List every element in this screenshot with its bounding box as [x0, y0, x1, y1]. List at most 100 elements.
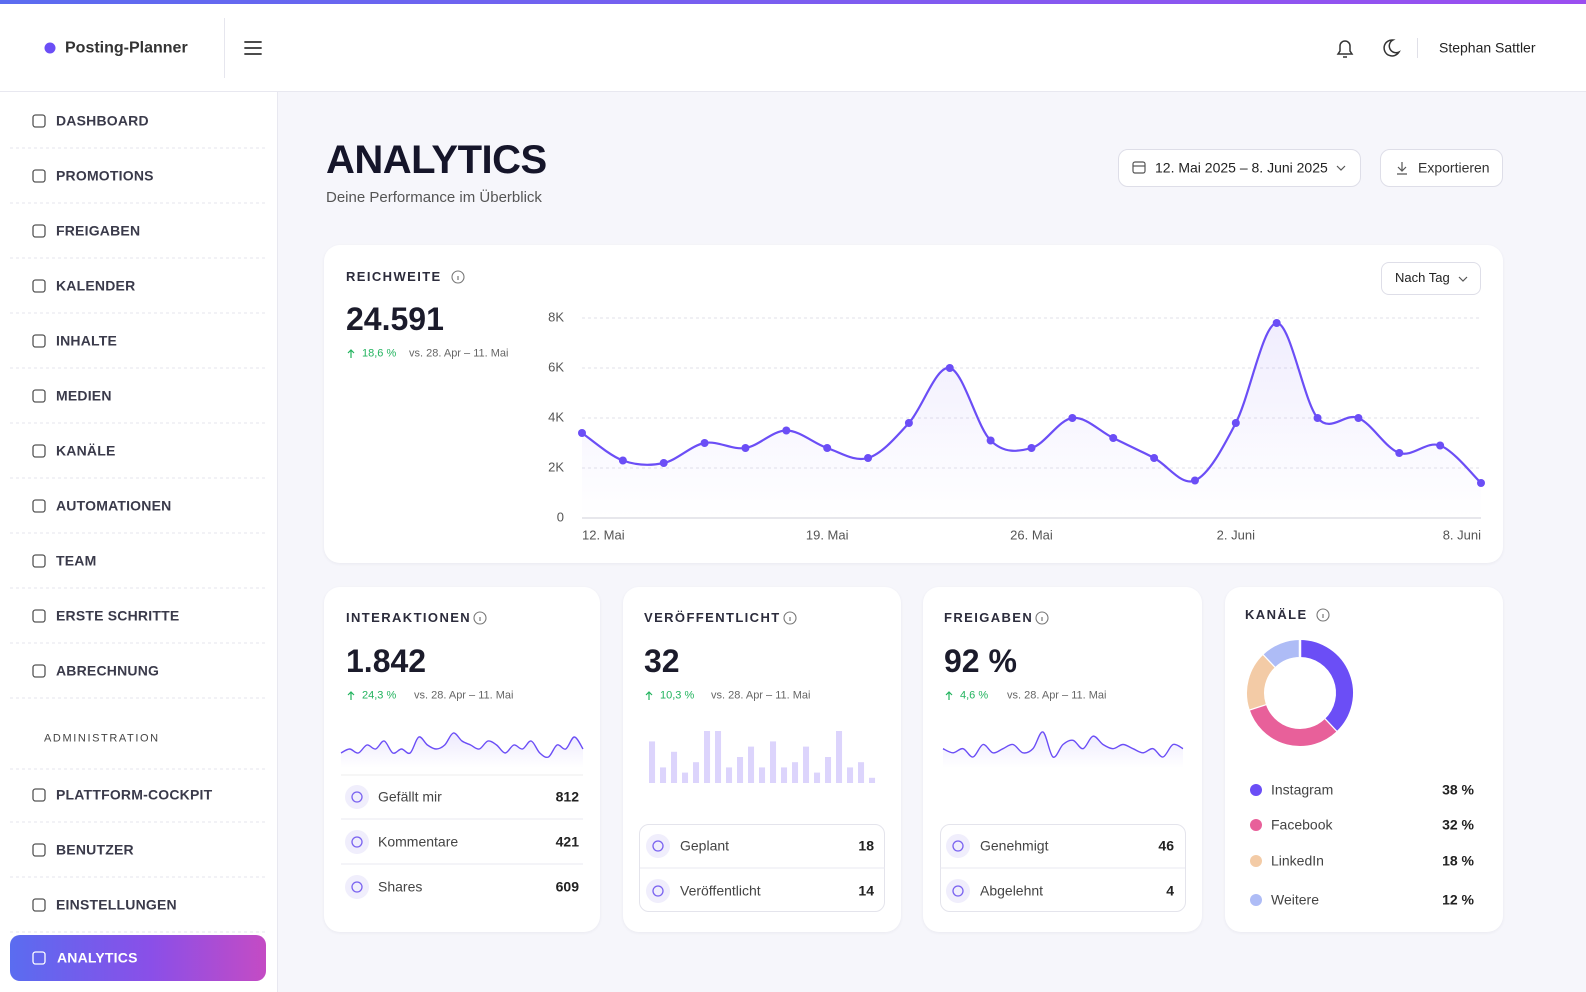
- icon: [32, 554, 46, 568]
- data-point: [618, 456, 627, 465]
- row-label: Gefällt mir: [378, 788, 442, 805]
- data-point: [864, 454, 873, 462]
- legend-label: Weitere: [1271, 891, 1319, 908]
- nav-item[interactable]: KALENDER: [56, 277, 136, 294]
- bar: [715, 731, 722, 783]
- bar: [781, 767, 788, 783]
- top-strip: [0, 0, 1586, 4]
- row-icon: [351, 881, 363, 893]
- kpi-value: 92 %: [944, 642, 1017, 679]
- legend-label: Instagram: [1271, 781, 1334, 798]
- card-title: INTERAKTIONEN: [346, 610, 472, 626]
- export-button[interactable]: [1380, 149, 1503, 187]
- nav-item[interactable]: TEAM: [56, 552, 97, 569]
- row-icon-bg: [345, 785, 369, 809]
- brand-dot: [44, 42, 56, 54]
- row-icon-bg: [646, 879, 670, 903]
- donut-segment: [1249, 703, 1337, 746]
- icon: [32, 843, 46, 857]
- nav-section: ADMINISTRATION: [44, 732, 160, 745]
- nav-item[interactable]: FREIGABEN: [56, 222, 141, 239]
- divider: [224, 18, 225, 78]
- icon: [32, 279, 46, 293]
- nav-item[interactable]: KANÄLE: [56, 442, 116, 459]
- icon: [32, 114, 46, 128]
- kpi-value: 24.591: [346, 300, 444, 337]
- nav-item[interactable]: ERSTE SCHRITTE: [56, 607, 180, 624]
- nav-item[interactable]: DASHBOARD: [56, 112, 149, 129]
- bar: [748, 746, 755, 783]
- card-title: KANÄLE: [1245, 607, 1308, 623]
- bar: [660, 767, 667, 783]
- icon: [32, 788, 46, 802]
- bar: [737, 757, 744, 783]
- data-point: [823, 444, 832, 452]
- bar: [759, 767, 766, 783]
- bar: [770, 741, 777, 783]
- moon-icon[interactable]: [1383, 39, 1401, 57]
- data-point: [945, 364, 954, 372]
- granularity-select[interactable]: [1381, 262, 1481, 295]
- row-label: Genehmigt: [980, 837, 1049, 854]
- area: [582, 322, 1481, 518]
- bell-icon[interactable]: [1336, 40, 1354, 58]
- bar: [825, 757, 832, 783]
- area: [341, 732, 583, 768]
- x-tick-label: 2. Juni: [1217, 527, 1255, 542]
- row-label: Kommentare: [378, 833, 459, 850]
- legend-label: Facebook: [1271, 816, 1333, 833]
- nav-item[interactable]: AUTOMATIONEN: [56, 497, 172, 514]
- legend-dot: [1250, 819, 1262, 831]
- nav-item[interactable]: PROMOTIONS: [56, 167, 154, 184]
- nav-item[interactable]: EINSTELLUNGEN: [56, 896, 177, 913]
- date-picker[interactable]: [1118, 149, 1361, 187]
- button-icons: [1132, 161, 1468, 282]
- icon: [32, 898, 46, 912]
- data-point: [1477, 479, 1485, 487]
- bar: [649, 741, 656, 783]
- legend-value: 12 %: [1442, 891, 1474, 908]
- legend-dot: [1250, 784, 1262, 796]
- user-name[interactable]: Stephan Sattler: [1439, 39, 1536, 56]
- y-tick-label: 4K: [548, 409, 564, 424]
- nav-item[interactable]: ABRECHNUNG: [56, 662, 160, 679]
- date-range[interactable]: 12. Mai 2025 – 8. Juni 2025: [1155, 159, 1328, 176]
- kpi-compare: vs. 28. Apr – 11. Mai: [1007, 689, 1107, 702]
- bar: [671, 751, 678, 783]
- nav-item[interactable]: MEDIEN: [56, 387, 112, 404]
- nav-item[interactable]: BENUTZER: [56, 841, 134, 858]
- y-tick-label: 6K: [548, 359, 564, 374]
- export-label[interactable]: Exportieren: [1418, 159, 1490, 176]
- icon: [32, 664, 46, 678]
- data-point: [700, 439, 709, 447]
- info-icon: [783, 611, 797, 625]
- kpi-value: 32: [644, 642, 680, 679]
- row-value: 812: [555, 788, 579, 805]
- channel-card: [1225, 587, 1503, 932]
- x-tick-label: 19. Mai: [806, 527, 849, 542]
- divider: [1417, 38, 1418, 58]
- data-point: [1068, 414, 1077, 422]
- line: [340, 732, 584, 759]
- icon: [32, 169, 46, 183]
- info-icon: [1316, 608, 1330, 622]
- row-icon: [351, 836, 363, 848]
- bar: [814, 772, 821, 783]
- legend-value: 18 %: [1442, 852, 1474, 869]
- data-point: [1354, 414, 1363, 422]
- nav-item-active[interactable]: ANALYTICS: [57, 949, 138, 966]
- header: [0, 4, 1586, 92]
- info-icon: [451, 270, 465, 284]
- granularity[interactable]: Nach Tag: [1395, 270, 1450, 286]
- x-tick-label: 12. Mai: [582, 527, 625, 542]
- nav-item[interactable]: PLATTFORM-COCKPIT: [56, 786, 213, 803]
- line: [942, 731, 1184, 758]
- data-point: [659, 459, 668, 467]
- nav-item[interactable]: INHALTE: [56, 332, 118, 349]
- bar: [803, 746, 810, 783]
- brand-name: Posting-Planner: [65, 39, 188, 57]
- active-nav-bg[interactable]: [10, 935, 266, 981]
- bar: [682, 772, 689, 783]
- menu-icon[interactable]: [244, 41, 262, 55]
